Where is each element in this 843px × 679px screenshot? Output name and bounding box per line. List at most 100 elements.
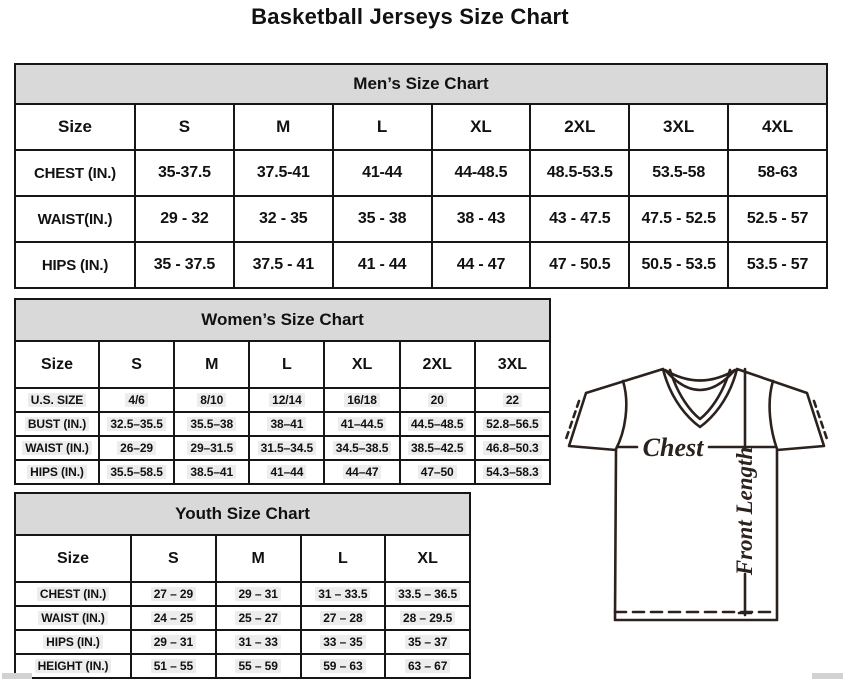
highlighted-value: 31 – 33 — [235, 635, 281, 649]
size-value-cell: 35.5–38 — [173, 411, 251, 437]
size-value-cell: 52.5 - 57 — [727, 195, 828, 243]
row-label: WAIST(IN.) — [14, 195, 136, 243]
size-value-cell: 29 – 31 — [214, 581, 302, 607]
table-row: BUST (IN.) 32.5–35.5 35.5–38 38–41 41–44.5 44… — [14, 411, 552, 437]
highlighted-value: HEIGHT (IN.) — [34, 659, 112, 673]
highlighted-value: 35 – 37 — [404, 635, 451, 649]
highlighted-value: BUST (IN.) — [24, 417, 90, 431]
column-header-size: Size — [14, 340, 100, 389]
size-value-cell: 31 – 33.5 — [299, 581, 387, 607]
highlighted-value: 63 – 67 — [404, 659, 451, 673]
size-value-cell: 22 — [473, 387, 552, 413]
highlighted-value: 47–50 — [417, 465, 457, 479]
size-value-cell: 34.5–38.5 — [323, 435, 401, 461]
highlighted-value: 38.5–41 — [187, 465, 237, 479]
highlighted-value: 38.5–42.5 — [407, 441, 467, 455]
table-row: HIPS (IN.) 35.5–58.5 38.5–41 41–44 44–47 47–5… — [14, 459, 552, 485]
men-table-title: Men’s Size Chart — [14, 63, 828, 105]
size-value-cell: 46.8–50.3 — [473, 435, 552, 461]
size-value-cell: 16/18 — [323, 387, 401, 413]
highlighted-value: 29 – 31 — [235, 587, 281, 601]
column-header-m: M — [214, 534, 302, 583]
size-value-cell: 48.5-53.5 — [529, 149, 631, 197]
size-value-cell: 47–50 — [398, 459, 476, 485]
column-header-s: S — [130, 534, 217, 583]
highlighted-value: 29 – 31 — [150, 635, 197, 649]
size-value-cell: 27 – 28 — [299, 605, 387, 631]
jersey-outline-drawing: Chest Front Length — [563, 367, 830, 622]
highlighted-value: 41–44 — [267, 465, 307, 479]
size-value-cell: 50.5 - 53.5 — [628, 241, 730, 289]
size-value-cell: 59 – 63 — [299, 653, 387, 679]
column-header-size: Size — [14, 103, 136, 151]
column-header-xl: XL — [430, 103, 532, 151]
size-value-cell: 58-63 — [727, 149, 828, 197]
bottom-cutoff-element-right — [812, 673, 843, 679]
table-row: CHEST (IN.) 27 – 29 29 – 31 31 – 33.5 33.5 –… — [14, 581, 471, 607]
youth-table: Youth Size Chart Size S M L XL CHEST (IN.) 27 –… — [14, 492, 471, 679]
womens-size-chart: Women’s Size Chart Size S M L XL 2XL 3XL U.S. SI… — [14, 298, 552, 485]
size-value-cell: 28 – 29.5 — [384, 605, 471, 631]
row-label: HEIGHT (IN.) — [14, 653, 132, 679]
highlighted-value: 31.5–34.5 — [257, 441, 317, 455]
row-label: WAIST (IN.) — [14, 435, 100, 461]
highlighted-value: 8/10 — [197, 393, 227, 407]
highlighted-value: 27 – 29 — [150, 587, 197, 601]
highlighted-value: 4/6 — [125, 393, 148, 407]
left-sleeve-seam — [614, 379, 628, 451]
highlighted-value: 33 – 35 — [320, 635, 366, 649]
highlighted-value: CHEST (IN.) — [36, 587, 110, 601]
highlighted-value: 51 – 55 — [150, 659, 197, 673]
jersey-body-outline — [567, 367, 826, 622]
size-value-cell: 44 - 47 — [430, 241, 532, 289]
size-value-cell: 37.5 - 41 — [232, 241, 334, 289]
column-header-s: S — [134, 103, 235, 151]
highlighted-value: 20 — [427, 393, 447, 407]
size-value-cell: 43 - 47.5 — [529, 195, 631, 243]
size-value-cell: 27 – 29 — [130, 581, 217, 607]
size-value-cell: 35-37.5 — [134, 149, 235, 197]
column-header-xl: XL — [384, 534, 471, 583]
highlighted-value: 29–31.5 — [187, 441, 237, 455]
size-value-cell: 44–47 — [323, 459, 401, 485]
women-table-title: Women’s Size Chart — [14, 298, 551, 342]
size-value-cell: 32.5–35.5 — [97, 411, 176, 437]
page-title: Basketball Jerseys Size Chart — [251, 4, 569, 29]
bottom-cutoff-element-left — [2, 673, 32, 679]
highlighted-value: 31 – 33.5 — [315, 587, 371, 601]
table-row: WAIST (IN.) 26–29 29–31.5 31.5–34.5 34.5–38.… — [14, 435, 552, 461]
youth-size-chart: Youth Size Chart Size S M L XL CHEST (IN.) 27 –… — [14, 492, 471, 679]
highlighted-value: 44–47 — [342, 465, 382, 479]
size-value-cell: 26–29 — [97, 435, 176, 461]
women-table: Women’s Size Chart Size S M L XL 2XL 3XL U.S. SI… — [14, 298, 552, 485]
size-value-cell: 35.5–58.5 — [97, 459, 176, 485]
highlighted-value: 35.5–38 — [187, 417, 237, 431]
column-header-2xl: 2XL — [529, 103, 631, 151]
row-label: HIPS (IN.) — [14, 629, 132, 655]
column-header-3xl: 3XL — [473, 340, 552, 389]
chest-label: Chest — [643, 433, 704, 462]
table-row: CHEST (IN.) 35-37.5 37.5-41 41-44 44-48.5 48.… — [14, 149, 828, 197]
size-value-cell: 38.5–42.5 — [398, 435, 476, 461]
table-row: HEIGHT (IN.) 51 – 55 55 – 59 59 – 63 63 – 67 — [14, 653, 471, 679]
table-row: HIPS (IN.) 29 – 31 31 – 33 33 – 35 35 – 37 — [14, 629, 471, 655]
column-header-xl: XL — [323, 340, 401, 389]
highlighted-value: 27 – 28 — [320, 611, 366, 625]
column-header-m: M — [232, 103, 334, 151]
row-label: CHEST (IN.) — [14, 149, 136, 197]
highlighted-value: 12/14 — [269, 393, 305, 407]
highlighted-value: 59 – 63 — [320, 659, 366, 673]
size-value-cell: 8/10 — [173, 387, 251, 413]
size-value-cell: 52.8–56.5 — [473, 411, 552, 437]
size-value-cell: 47 - 50.5 — [529, 241, 631, 289]
highlighted-value: 41–44.5 — [337, 417, 387, 431]
highlighted-value: 32.5–35.5 — [107, 417, 166, 431]
right-sleeve-seam — [768, 379, 779, 451]
size-value-cell: 41–44.5 — [323, 411, 401, 437]
column-header-s: S — [97, 340, 176, 389]
size-value-cell: 44-48.5 — [430, 149, 532, 197]
table-row: HIPS (IN.) 35 - 37.5 37.5 - 41 41 - 44 44 - … — [14, 241, 828, 289]
size-value-cell: 41–44 — [248, 459, 326, 485]
highlighted-value: 22 — [502, 393, 522, 407]
front-length-label: Front Length — [732, 447, 757, 576]
